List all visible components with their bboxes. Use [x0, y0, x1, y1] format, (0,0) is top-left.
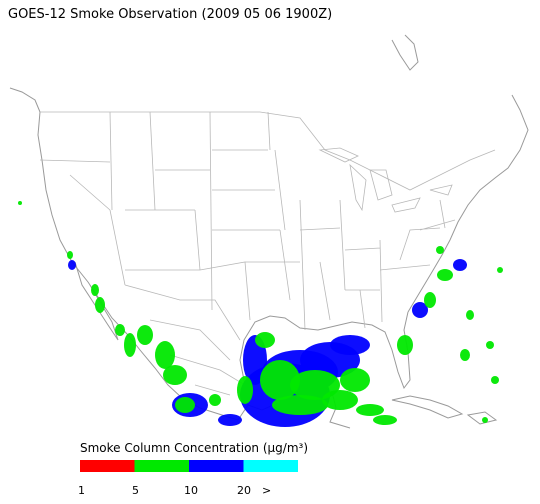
smoke-plume: [373, 415, 397, 425]
smoke-plume: [330, 335, 370, 355]
legend-swatch: [243, 460, 298, 472]
legend-swatch: [189, 460, 244, 472]
great-lakes: [318, 147, 453, 213]
smoke-plume: [175, 397, 195, 413]
legend-color-bar: [80, 460, 298, 472]
smoke-plume: [340, 368, 370, 392]
smoke-plume: [486, 341, 494, 349]
smoke-plume: [255, 332, 275, 348]
smoke-plume: [237, 376, 253, 404]
smoke-plume: [124, 333, 136, 357]
smoke-plume: [91, 284, 99, 296]
legend-label: 1: [78, 484, 85, 497]
smoke-plume: [155, 341, 175, 369]
smoke-plume: [482, 417, 488, 423]
smoke-plume: [397, 335, 413, 355]
smoke-plume: [18, 201, 22, 205]
smoke-plume: [115, 324, 125, 336]
east-coast: [407, 94, 529, 313]
smoke-plume: [137, 325, 153, 345]
smoke-plume: [460, 349, 470, 361]
smoke-plume: [453, 259, 467, 271]
smoke-plume: [272, 395, 328, 415]
mexico-lines: [124, 284, 246, 396]
coastline: [9, 87, 239, 421]
smoke-plume: [322, 390, 358, 410]
smoke-plume: [68, 260, 76, 270]
smoke-plume: [260, 360, 300, 400]
smoke-plume: [95, 297, 105, 313]
smoke-plume: [412, 302, 428, 318]
gulf-coast: [237, 311, 411, 421]
smoke-plume: [491, 376, 499, 384]
smoke-plume: [243, 335, 267, 385]
smoke-plume: [437, 269, 453, 281]
smoke-plume: [466, 310, 474, 320]
base-map: [9, 34, 529, 429]
legend-labels: 1 5 10 20 >: [78, 484, 271, 497]
legend-title: Smoke Column Concentration (μg/m³): [80, 441, 308, 455]
cuba: [391, 395, 464, 419]
smoke-plume: [424, 292, 436, 308]
hispaniola: [466, 411, 498, 425]
legend-label: 5: [132, 484, 139, 497]
smoke-plume: [209, 394, 221, 406]
map-title: GOES-12 Smoke Observation (2009 05 06 19…: [8, 7, 332, 22]
greenland-tip: [391, 34, 419, 71]
state-lines: [39, 111, 456, 331]
smoke-plume: [497, 267, 503, 273]
smoke-plume: [67, 251, 73, 259]
smoke-plume: [436, 246, 444, 254]
smoke-plume: [163, 365, 187, 385]
legend-label: 10: [184, 484, 198, 497]
legend-label: >: [262, 484, 271, 497]
smoke-plume: [356, 404, 384, 416]
legend-swatch: [134, 460, 189, 472]
smoke-plumes: [18, 201, 503, 427]
smoke-plume: [218, 414, 242, 426]
smoke-plume: [290, 370, 340, 400]
legend-swatch: [80, 460, 135, 472]
legend-label: 20: [237, 484, 251, 497]
